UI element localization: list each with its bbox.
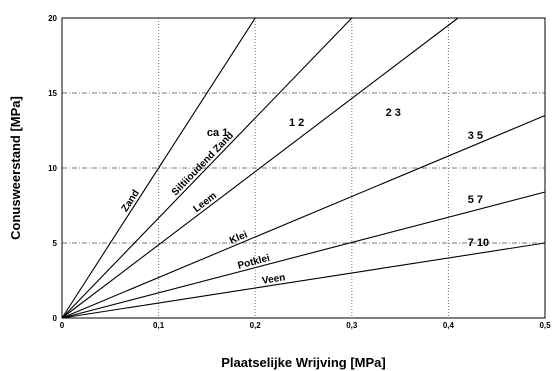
x-tick-label: 0,1 — [153, 321, 165, 330]
line-name-label: Veen — [261, 272, 286, 286]
series-line — [61, 17, 459, 319]
ratio-label: 3 5 — [468, 130, 483, 142]
x-tick-label: 0,4 — [443, 321, 455, 330]
ratio-label: 7 10 — [468, 237, 489, 249]
series-line — [61, 17, 353, 319]
ratio-label: 2 3 — [386, 107, 401, 119]
series-line — [61, 242, 546, 319]
y-tick-label: 20 — [48, 14, 57, 23]
x-tick-labels: 0 0,1 0,2 0,3 0,4 0,5 — [60, 321, 551, 330]
series-lines — [61, 17, 546, 319]
ratio-label: 1 2 — [289, 117, 304, 129]
y-tick-labels: 0 5 10 15 20 — [48, 14, 57, 323]
x-tick-label: 0,5 — [539, 321, 551, 330]
ratio-label: 5 7 — [468, 194, 483, 206]
y-tick-label: 10 — [48, 164, 57, 173]
series-line — [61, 17, 256, 319]
series-line — [61, 114, 546, 319]
x-axis-title: Plaatselijke Wrijving [MPa] — [221, 355, 385, 370]
ratio-label: ca 1 — [207, 127, 228, 139]
y-tick-label: 0 — [53, 314, 58, 323]
plot-frame — [61, 17, 546, 319]
x-tick-label: 0 — [60, 321, 65, 330]
y-tick-label: 5 — [53, 239, 58, 248]
y-tick-label: 15 — [48, 89, 57, 98]
x-tick-label: 0,2 — [250, 321, 262, 330]
series-line — [61, 191, 546, 319]
x-tick-label: 0,3 — [346, 321, 358, 330]
y-axis-title: Conusweerstand [MPa] — [8, 96, 23, 240]
